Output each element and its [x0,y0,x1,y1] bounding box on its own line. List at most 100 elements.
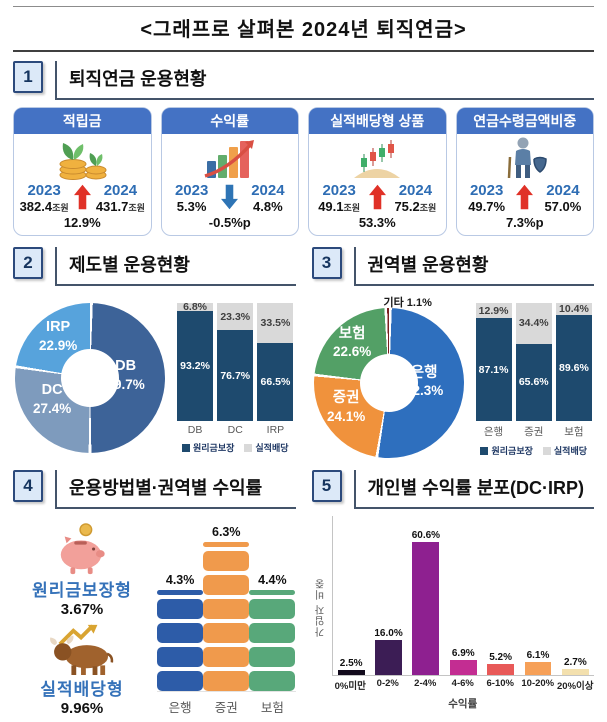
section-4-header: 4 운용방법별·권역별 수익률 [13,470,296,509]
x-tick-label: 2-4% [414,678,437,689]
legend-item: 실적배당 [244,441,289,454]
year-label: 2023 [27,182,61,199]
donut-slice-label: 증권 24.1% [327,389,365,425]
prev-year: 2023 49.1조원 [312,182,366,214]
legend-item: 원리금보장 [480,444,533,457]
bar-value-label: 4.3% [165,573,195,587]
section-4-number: 4 [13,470,43,502]
section-4: 4 운용방법별·권역별 수익률 원리금보장형 3.67% 실적배당형 9.96% 4.… [13,461,296,722]
distribution-column: 16.0% [370,628,407,675]
bull-icon [40,623,123,675]
sector-donut-chart: 은행 52.3% 증권 24.1% 보험 22.6% [313,308,464,458]
value-unit: 조원 [419,203,437,213]
bar-value-label: 60.6% [411,529,441,541]
x-axis-labels: 0%미만 0-2% 2-4% 4-6% 6-10% 10-20% 20%이상 [332,678,595,692]
stacked-bar: 12.9% 87.1% [475,303,512,421]
x-tick-label: 10-20% [521,678,555,689]
x-tick-label: 20%이상 [557,681,594,692]
category-label: DB [187,424,203,436]
slice-name: 보험 [338,325,366,342]
system-charts: DB 49.7% DC 27.4% IRP 22.9% 6.8% 93.2% 23.3% 76.… [13,293,296,461]
section-2-title: 제도별 운용현황 [55,247,296,286]
legend-label: 원리금보장 [491,446,533,456]
distribution-column: 60.6% [407,530,444,675]
change-arrow-up [514,182,536,210]
sector-stacked-chart: 12.9% 87.1% 34.4% 65.6% 10.4% 89.6% 은행 증권 보험 원리금보… [474,293,595,461]
change-value: 53.3% [358,215,396,230]
card-comparison: 2023 5.3% 2024 4.8% [162,182,299,214]
bar-value-label: 4.4% [258,573,287,587]
distribution-plot: 2.5% 16.0% 60.6% 6.9% 5.2% 6.1% 2.7% [331,516,594,676]
unit-bar: 4.4% [249,573,296,691]
segment-principal: 65.6% [515,343,552,421]
change-arrow-up [71,182,93,210]
value-unit: 조원 [128,203,145,213]
curr-year: 2024 57.0% [536,182,590,214]
donut-slice-label: IRP 22.9% [39,318,77,354]
slice-name: 증권 [332,390,360,406]
section-2: 2 제도별 운용현황 DB 49.7% DC 27.4% IRP 22.9% 6.8% 93… [13,238,296,461]
bar-unit [157,647,204,667]
stacked-bar: 23.3% 76.7% [217,303,254,421]
coin-sprout-icon [14,134,151,182]
bar-cap [157,590,204,595]
year-label: 2024 [103,182,138,199]
section-3-title: 권역별 운용현황 [353,247,594,286]
row-returns: 4 운용방법별·권역별 수익률 원리금보장형 3.67% 실적배당형 9.96% 4.… [13,461,594,722]
senior-icon [457,134,594,182]
distribution-bar [337,669,365,675]
segment-dividend: 34.4% [515,303,552,344]
stacked-bar: 10.4% 89.6% [555,303,592,421]
bar-unit [203,647,250,667]
summary-card: 수익률 2023 5.3% 2024 4.8% -0.5%p [160,107,299,236]
category-label: 보험 [260,701,284,715]
legend-swatch [181,443,190,452]
method-returns: 원리금보장형 3.67% 실적배당형 9.96% [13,516,151,722]
year-value: 4.8% [253,199,283,214]
distribution-bar [524,661,552,675]
donut-outside-label: 기타 1.1% [383,297,432,309]
row-system-sector: 2 제도별 운용현황 DB 49.7% DC 27.4% IRP 22.9% 6.8% 93… [13,238,594,461]
card-title: 연금수령금액비중 [456,108,593,134]
method-name: 원리금보장형 [32,581,132,600]
arrow-up-icon [73,184,91,210]
method-return-value: 9.96% [60,700,104,717]
stacked-bar: 34.4% 65.6% [515,303,552,421]
slice-value: 49.7% [106,376,145,392]
x-tick-label: 0%미만 [334,681,366,692]
bar-unit [249,623,296,643]
unit-bar: 4.3% [157,573,204,691]
distribution-column: 6.1% [519,650,556,675]
year-value: 57.0% [544,199,582,214]
slice-value: 24.1% [327,408,366,424]
year-value: 49.7% [468,199,506,214]
category-label: 은행 [483,426,504,438]
bar-growth-icon [162,134,299,182]
summary-card: 실적배당형 상품 2023 49.1조원 2024 75.2조원 53.3% [308,107,447,236]
segment-principal: 89.6% [555,315,592,421]
bar-unit [249,647,296,667]
category-label: IRP [266,424,285,436]
bar-unit [157,671,204,691]
distribution-column: 2.7% [557,657,594,675]
stacked-bar: 6.8% 93.2% [177,301,214,421]
section-1-number: 1 [13,61,43,93]
value-unit: 조원 [52,203,69,213]
distribution-bar [412,541,440,675]
slice-name: DB [115,358,137,374]
x-tick-label: 0-2% [376,678,399,689]
legend-swatch [480,446,489,455]
x-axis-title: 수익률 [448,698,478,710]
distribution-bar [561,669,589,675]
segment-dividend: 10.4% [555,303,592,316]
bar-value-label: 6.1% [526,649,550,661]
segment-dividend: 33.5% [257,303,294,343]
card-comparison: 2023 382.4조원 2024 431.7조원 [14,182,151,214]
section-3: 3 권역별 운용현황 은행 52.3% 증권 24.1% 보험 22.6% 기타 1.1%… [311,238,595,461]
year-value: 75.2조원 [394,199,437,214]
category-labels: DB DC IRP [175,424,296,436]
arrow-down-icon [221,184,239,210]
arrow-up-icon [368,184,386,210]
x-tick-label: 6-10% [486,678,514,689]
slice-value: 22.6% [333,344,372,360]
